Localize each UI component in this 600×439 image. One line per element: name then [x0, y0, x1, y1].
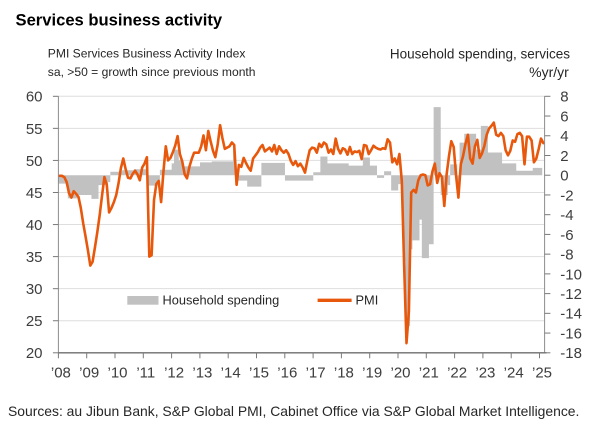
svg-text:’18: ’18: [334, 365, 354, 382]
svg-text:’09: ’09: [79, 365, 99, 382]
svg-text:’21: ’21: [419, 365, 439, 382]
svg-text:’16: ’16: [277, 365, 297, 382]
svg-text:PMI: PMI: [356, 293, 379, 308]
svg-text:-8: -8: [560, 247, 573, 264]
svg-text:60: 60: [26, 89, 43, 106]
svg-text:40: 40: [26, 217, 43, 234]
svg-text:2: 2: [560, 148, 568, 165]
svg-text:-2: -2: [560, 187, 573, 204]
svg-text:’25: ’25: [532, 365, 552, 382]
svg-text:’24: ’24: [504, 365, 524, 382]
svg-text:’20: ’20: [390, 365, 410, 382]
svg-text:0: 0: [560, 168, 568, 185]
svg-text:55: 55: [26, 121, 43, 138]
svg-text:’15: ’15: [249, 365, 269, 382]
svg-text:sa, >50 = growth since previou: sa, >50 = growth since previous month: [48, 65, 256, 79]
svg-text:6: 6: [560, 108, 568, 125]
svg-text:-6: -6: [560, 227, 573, 244]
svg-text:’22: ’22: [447, 365, 467, 382]
svg-text:’11: ’11: [136, 365, 155, 382]
svg-text:Household spending: Household spending: [163, 293, 280, 308]
svg-text:’12: ’12: [164, 365, 184, 382]
svg-text:PMI Services Business Activity: PMI Services Business Activity Index: [48, 46, 246, 60]
svg-text:-10: -10: [560, 266, 582, 283]
svg-text:’14: ’14: [221, 365, 241, 382]
svg-text:’13: ’13: [192, 365, 212, 382]
svg-text:’19: ’19: [362, 365, 382, 382]
svg-text:8: 8: [560, 89, 568, 106]
svg-text:-4: -4: [560, 207, 573, 224]
svg-text:’08: ’08: [51, 365, 71, 382]
svg-text:’10: ’10: [107, 365, 127, 382]
svg-text:Household spending, services: Household spending, services: [390, 47, 570, 62]
svg-text:4: 4: [560, 128, 568, 145]
svg-text:Services business activity: Services business activity: [16, 11, 223, 30]
svg-text:35: 35: [26, 249, 43, 266]
svg-text:’17: ’17: [306, 365, 326, 382]
svg-text:20: 20: [26, 345, 43, 362]
svg-text:-14: -14: [560, 306, 582, 323]
svg-text:Sources: au Jibun Bank, S&P Gl: Sources: au Jibun Bank, S&P Global PMI, …: [8, 403, 579, 419]
svg-text:30: 30: [26, 281, 43, 298]
svg-text:%yr/yr: %yr/yr: [529, 64, 569, 80]
svg-text:-16: -16: [560, 325, 582, 342]
svg-text:-18: -18: [560, 345, 582, 362]
svg-text:25: 25: [26, 313, 43, 330]
svg-text:-12: -12: [560, 286, 582, 303]
svg-text:50: 50: [26, 153, 43, 170]
svg-text:45: 45: [26, 185, 43, 202]
svg-text:’23: ’23: [475, 365, 495, 382]
